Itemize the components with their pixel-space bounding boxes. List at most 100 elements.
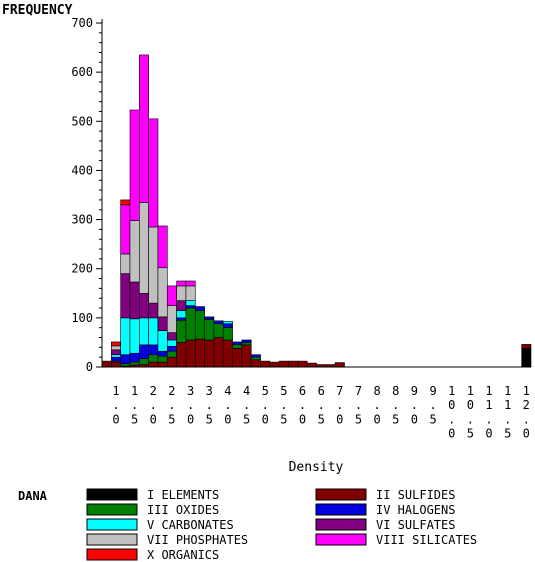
bar-segment-v-carbonates-13 [222, 320, 233, 325]
bar-segment-ii-sulfides-8 [176, 342, 187, 368]
x-tick-label: 0 [112, 412, 119, 426]
x-tick-label: . [429, 398, 436, 412]
x-tick-label: 0 [448, 398, 455, 412]
x-tick-label: . [373, 398, 380, 412]
x-tick-label: . [150, 398, 157, 412]
bar-segment-iv-halogens-4 [139, 344, 149, 359]
bar-segment-v-carbonates-7 [166, 339, 177, 347]
bar-segment-ii-sulfides-1 [111, 361, 121, 368]
x-tick-label: 1 [504, 398, 511, 412]
legend-label: VI SULFATES [376, 518, 455, 532]
bar-segment-iii-oxides-5 [148, 354, 159, 363]
bar-segment-v-carbonates-8 [176, 310, 187, 319]
legend-label: VIII SILICATES [376, 533, 477, 547]
bar-segment-iii-oxides-8 [176, 320, 187, 343]
bar-segment-ii-sulfides-45 [521, 344, 532, 349]
bar-segment-ii-sulfides-18 [269, 361, 280, 368]
x-tick-label: . [448, 412, 455, 426]
x-tick-label: 5 [131, 412, 138, 426]
bar-segment-vi-sulfates-2 [120, 273, 131, 319]
x-tick-label: 5 [429, 412, 436, 426]
bar-segment-iv-halogens-14 [232, 341, 243, 345]
y-tick-label: 300 [71, 213, 93, 227]
bar-segment-viii-silicates-4 [139, 54, 149, 203]
bar-segment-iii-oxides-7 [166, 350, 177, 358]
x-tick-label: . [131, 398, 138, 412]
x-tick-label: . [336, 398, 343, 412]
bar-segment-ii-sulfides-6 [157, 361, 168, 368]
bar-segment-iv-halogens-1 [111, 356, 121, 362]
bar-segment-vi-sulfates-7 [166, 332, 177, 341]
legend-title: DANA [18, 489, 48, 503]
x-tick-label: 5 [168, 412, 175, 426]
x-tick-label: 2 [168, 384, 175, 398]
bar-segment-iv-halogens-11 [204, 316, 215, 320]
bar-segment-ii-sulfides-12 [213, 337, 224, 368]
x-tick-label: 3 [206, 384, 213, 398]
bar-segment-iii-oxides-14 [232, 344, 243, 349]
bar-segment-viii-silicates-8 [176, 280, 187, 287]
legend-label: IV HALOGENS [376, 503, 455, 517]
bar-segment-vii-phosphates-7 [166, 305, 177, 333]
bar-segment-vi-sulfates-8 [176, 300, 187, 311]
bar-segment-viii-silicates-2 [120, 204, 131, 255]
x-tick-label: 5 [467, 427, 474, 441]
y-tick-label: 700 [71, 16, 93, 30]
x-tick-label: 2 [150, 384, 157, 398]
x-tick-label: 0 [467, 398, 474, 412]
bar-segment-ii-sulfides-17 [260, 360, 271, 368]
bar-segment-iii-oxides-4 [139, 358, 149, 365]
bar-segment-ii-sulfides-0 [101, 360, 112, 368]
bar-segment-vi-sulfates-1 [111, 349, 121, 356]
x-tick-label: . [187, 398, 194, 412]
bar-segment-ii-sulfides-7 [166, 356, 177, 368]
bar-segment-iii-oxides-2 [120, 363, 131, 367]
bar-segment-iii-oxides-10 [194, 310, 205, 340]
x-tick-label: . [206, 398, 213, 412]
x-tick-label: 8 [373, 384, 380, 398]
bar-segment-v-carbonates-6 [157, 330, 168, 352]
bar-segment-viii-silicates-7 [166, 285, 177, 306]
x-tick-label: 0 [150, 412, 157, 426]
bar-segment-ii-sulfides-15 [241, 344, 252, 368]
bar-segment-vi-sulfates-4 [139, 292, 149, 319]
x-tick-label: . [243, 398, 250, 412]
x-tick-label: 2 [523, 398, 530, 412]
bar-segment-viii-silicates-5 [148, 118, 159, 228]
bar-segment-ii-sulfides-21 [297, 360, 308, 368]
x-tick-label: 5 [318, 412, 325, 426]
bar-segment-iv-halogens-9 [185, 305, 196, 309]
x-tick-label: 3 [187, 384, 194, 398]
bar-segment-iv-halogens-3 [129, 352, 140, 363]
bar-segment-ii-sulfides-13 [222, 339, 233, 368]
x-tick-label: 1 [485, 384, 492, 398]
x-tick-label: 0 [336, 412, 343, 426]
bar-segment-ii-sulfides-11 [204, 339, 215, 368]
bar-segment-viii-silicates-9 [185, 280, 196, 287]
x-tick-label: 8 [392, 384, 399, 398]
legend-label: III OXIDES [147, 503, 219, 517]
bar-segment-viii-silicates-3 [129, 109, 140, 221]
y-axis: 0 100 200 300 400 500 600 700 [71, 16, 103, 374]
bar-segment-iv-halogens-15 [241, 339, 252, 343]
x-tick-label: 0 [485, 427, 492, 441]
x-tick-label: 4 [243, 384, 250, 398]
x-tick-label: . [224, 398, 231, 412]
x-tick-label: 5 [280, 384, 287, 398]
bar-segment-iv-halogens-16 [250, 354, 261, 358]
bar-segment-x-organics-2 [120, 199, 131, 206]
bar-segment-ii-sulfides-16 [250, 359, 261, 368]
x-tick-label: 5 [355, 412, 362, 426]
bar-segment-iii-oxides-11 [204, 319, 215, 341]
bar-segment-viii-silicates-6 [157, 225, 168, 269]
bar-segment-x-organics-1 [111, 341, 121, 347]
legend-swatch [315, 533, 367, 546]
bar-segment-iii-oxides-6 [157, 355, 168, 363]
bar-segment-vii-phosphates-5 [148, 226, 159, 304]
x-tick-label: 0 [373, 412, 380, 426]
x-tick-label: . [112, 398, 119, 412]
x-tick-label: . [168, 398, 175, 412]
y-tick-label: 0 [86, 360, 93, 374]
x-axis-label: Density [289, 460, 344, 475]
